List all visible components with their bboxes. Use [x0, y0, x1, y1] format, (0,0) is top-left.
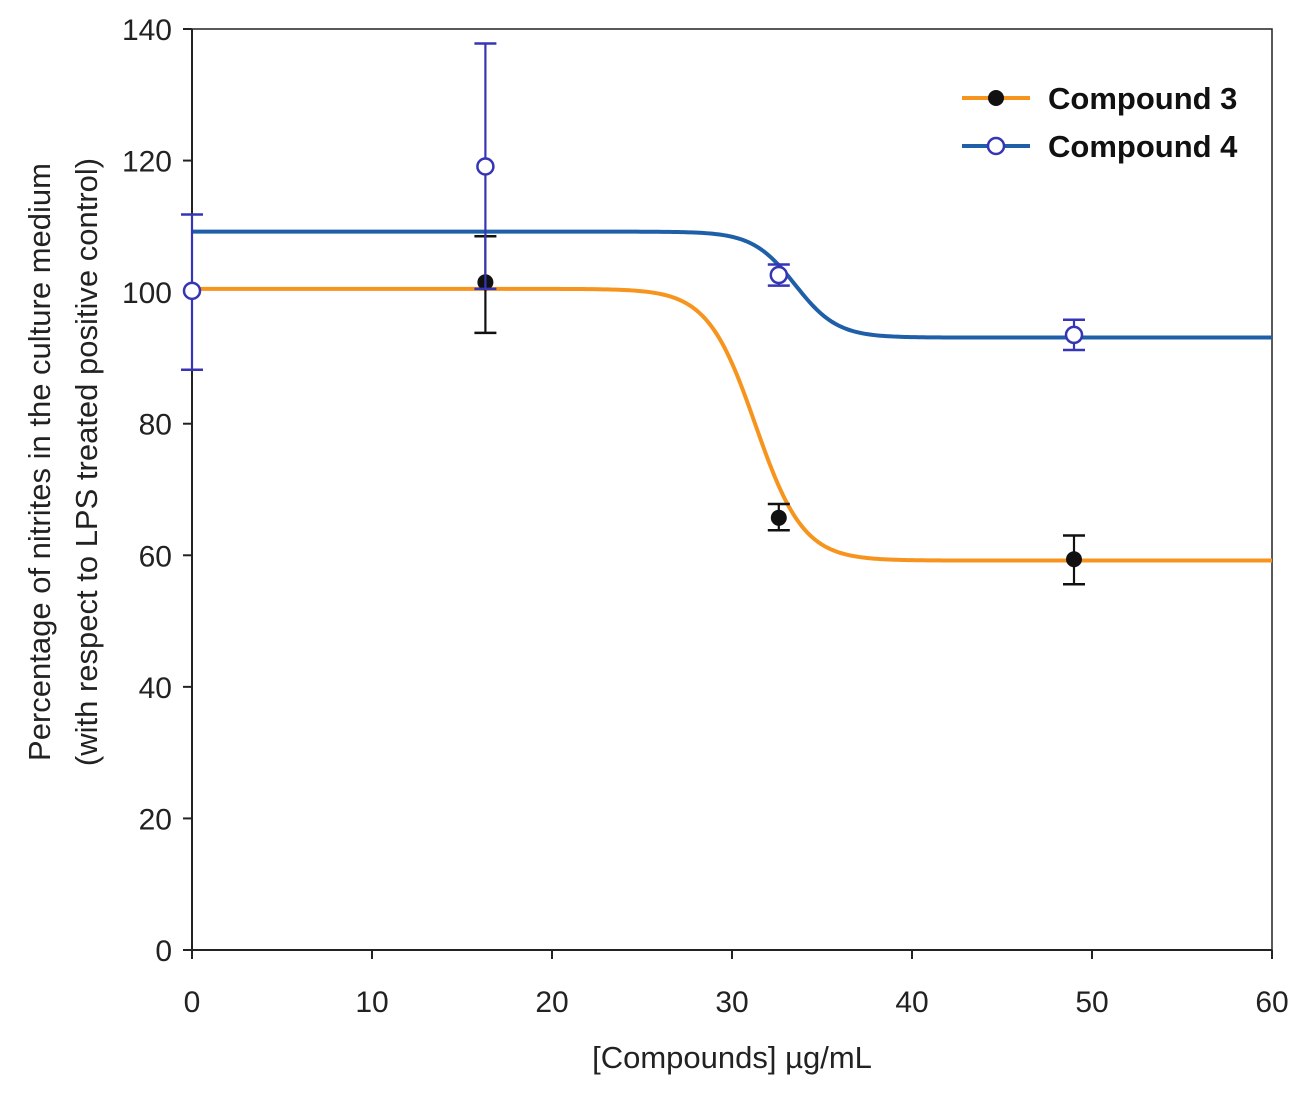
y-axis-title-line1: Percentage of nitrites in the culture me… [22, 163, 57, 761]
data-point-compound-3 [770, 509, 787, 526]
x-tick-label: 30 [715, 986, 748, 1019]
y-tick-label: 40 [139, 672, 172, 705]
legend-marker-compound-3 [988, 90, 1004, 106]
x-axis-title: [Compounds] µg/mL [592, 1040, 872, 1075]
x-tick-label: 40 [895, 986, 928, 1019]
x-tick-label: 60 [1255, 986, 1288, 1019]
x-tick-label: 0 [184, 986, 201, 1019]
data-points [181, 42, 1085, 586]
y-axis-title-line2: (with respect to LPS treated positive co… [69, 158, 104, 766]
y-tick-label: 20 [139, 803, 172, 836]
y-tick-label: 140 [122, 14, 172, 47]
fit-curve-compound-3 [192, 286, 1272, 563]
y-tick-label: 100 [122, 277, 172, 310]
plot-area-border [191, 28, 1273, 951]
legend: Compound 3 Compound 4 [962, 81, 1238, 164]
x-tick-label: 10 [355, 986, 388, 1019]
fit-curve-compound-4 [192, 229, 1272, 340]
data-point-compound-4 [1064, 325, 1084, 345]
data-point-compound-4 [769, 265, 789, 285]
fit-curves [192, 229, 1272, 563]
y-tick-label: 80 [139, 409, 172, 442]
y-tick-label: 0 [155, 935, 172, 968]
legend-label-compound-3: Compound 3 [1048, 81, 1237, 116]
data-point-compound-3 [1066, 551, 1082, 568]
y-tick-label: 120 [122, 146, 172, 179]
data-point-compound-4 [182, 281, 202, 301]
legend-label-compound-4: Compound 4 [1048, 129, 1238, 164]
axis-ticks: 0 10 20 30 40 50 60 0 20 40 60 80 100 120 140 [122, 14, 1289, 1019]
y-tick-label: 60 [139, 540, 172, 573]
x-tick-label: 20 [535, 986, 568, 1019]
plot-frame [191, 28, 1273, 951]
x-tick-label: 50 [1075, 986, 1108, 1019]
legend-marker-compound-4 [986, 136, 1006, 156]
data-point-compound-4 [476, 157, 495, 176]
